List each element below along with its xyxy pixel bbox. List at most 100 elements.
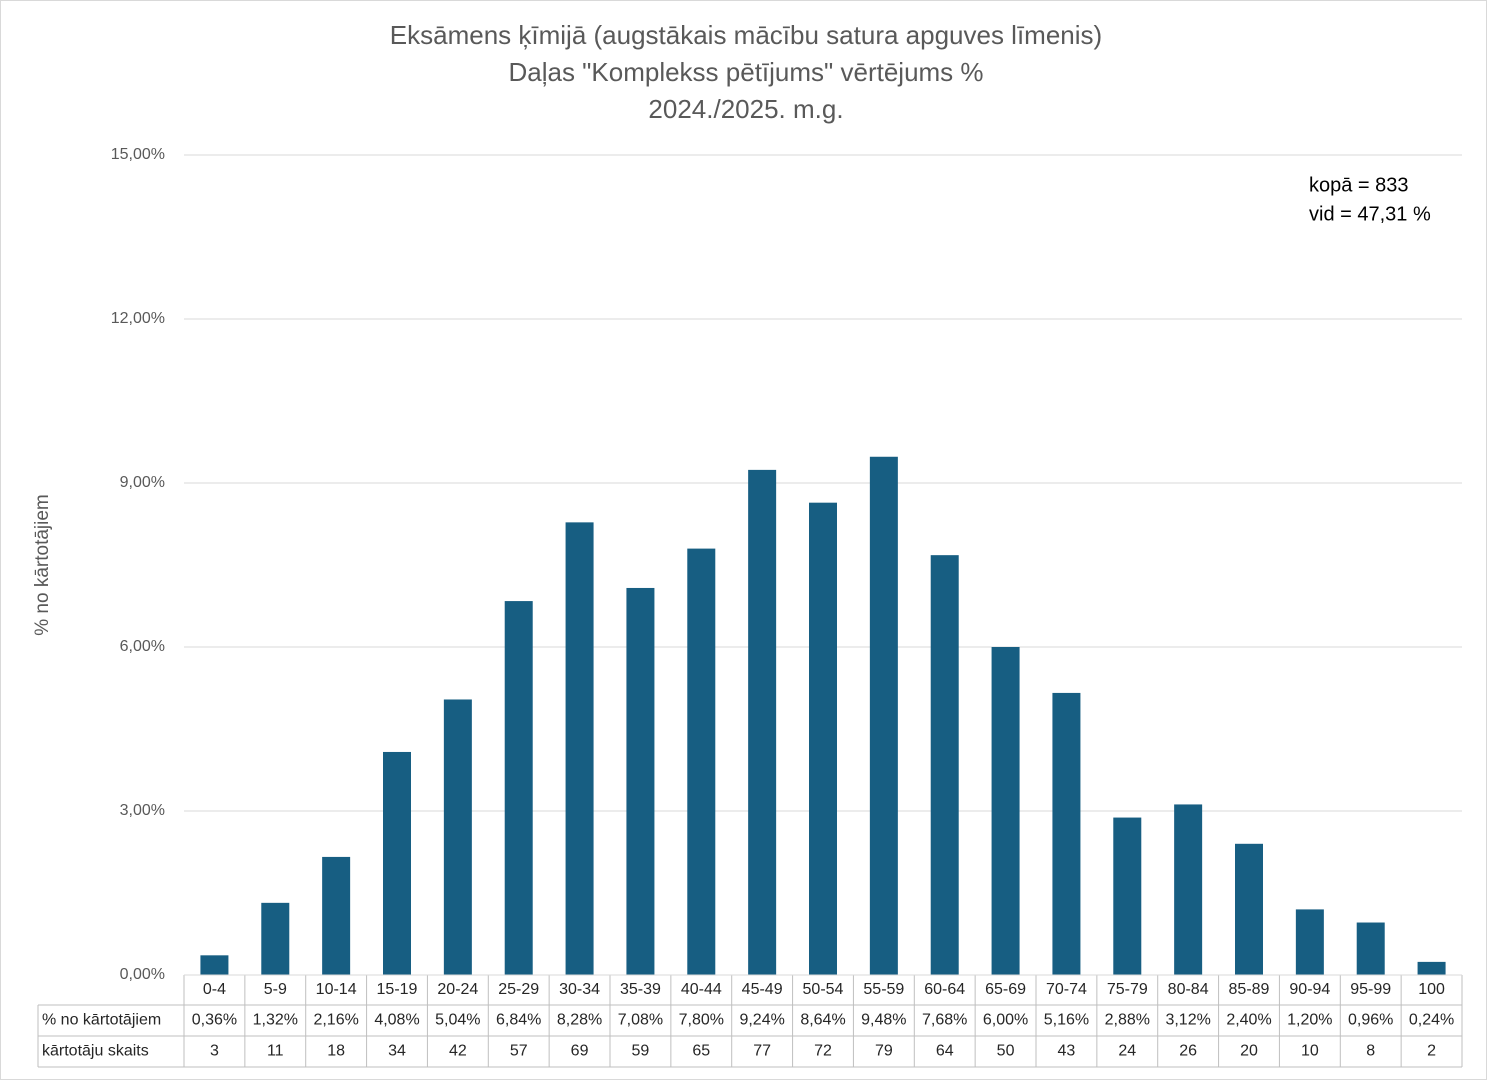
table-cell: 2,16% (313, 1012, 358, 1029)
table-cell: 8,28% (557, 1012, 602, 1029)
x-tick-label: 0-4 (203, 981, 226, 998)
y-axis-label: % no kārtotājiem (32, 494, 53, 636)
x-tick-label: 60-64 (924, 981, 965, 998)
bar (1113, 817, 1142, 975)
table-cell: 7,68% (922, 1012, 967, 1029)
y-tick-label: 15,00% (111, 146, 165, 163)
table-cell: 7,80% (679, 1012, 724, 1029)
bar (383, 751, 411, 975)
table-cell: 26 (1179, 1043, 1197, 1060)
bar (261, 902, 290, 975)
chart-subtitle: 2024./2025. m.g. (648, 94, 843, 124)
table-cell: 57 (510, 1043, 528, 1060)
bar (687, 548, 716, 975)
annotation: kopā = 833 (1309, 174, 1409, 196)
table-cell: 3,12% (1165, 1012, 1210, 1029)
x-tick-label: 45-49 (742, 981, 783, 998)
bar (991, 647, 1020, 975)
x-tick-label: 65-69 (985, 981, 1026, 998)
table-cell: 6,84% (496, 1012, 541, 1029)
bar (565, 522, 594, 975)
table-cell: 5,04% (435, 1012, 480, 1029)
bar (1174, 804, 1203, 975)
table-cell: 77 (753, 1043, 771, 1060)
chart-title: Eksāmens ķīmijā (augstākais mācību satur… (390, 20, 1102, 50)
table-cell: 2,88% (1105, 1012, 1150, 1029)
bar (1295, 909, 1324, 975)
table-cell: 34 (388, 1043, 406, 1060)
bar (1417, 961, 1446, 975)
table-cell: 69 (571, 1043, 589, 1060)
x-tick-label: 5-9 (264, 981, 287, 998)
x-tick-label: 95-99 (1350, 981, 1391, 998)
y-tick-label: 0,00% (120, 966, 165, 983)
table-cell: 64 (936, 1043, 954, 1060)
table-cell: 0,24% (1409, 1012, 1454, 1029)
bar (443, 699, 472, 975)
table-cell: 2 (1427, 1043, 1436, 1060)
table-cell: 20 (1240, 1043, 1258, 1060)
chart-subtitle: Daļas "Komplekss pētījums" vērtējums % (508, 57, 983, 87)
table-cell: 9,24% (739, 1012, 784, 1029)
x-tick-label: 15-19 (377, 981, 418, 998)
x-tick-label: 10-14 (316, 981, 357, 998)
annotation: vid = 47,31 % (1309, 203, 1431, 225)
bar (200, 955, 229, 975)
x-tick-label: 40-44 (681, 981, 722, 998)
table-cell: 3 (210, 1043, 219, 1060)
bar (1235, 843, 1263, 975)
table-cell: 1,32% (253, 1012, 298, 1029)
table-row-label: kārtotāju skaits (42, 1043, 149, 1060)
table-cell: 9,48% (861, 1012, 906, 1029)
table-cell: 6,00% (983, 1012, 1028, 1029)
table-cell: 0,36% (192, 1012, 237, 1029)
table-row-label: % no kārtotājiem (42, 1012, 161, 1029)
bar (1356, 922, 1385, 975)
x-tick-label: 90-94 (1289, 981, 1330, 998)
bar (869, 456, 898, 975)
x-tick-label: 70-74 (1046, 981, 1087, 998)
table-cell: 18 (327, 1043, 345, 1060)
bar (626, 587, 655, 975)
x-tick-label: 55-59 (863, 981, 904, 998)
x-tick-label: 100 (1418, 981, 1445, 998)
table-cell: 72 (814, 1043, 832, 1060)
table-cell: 79 (875, 1043, 893, 1060)
y-tick-label: 3,00% (120, 802, 165, 819)
table-cell: 8 (1366, 1043, 1375, 1060)
bar (1052, 692, 1081, 975)
table-cell: 59 (632, 1043, 650, 1060)
table-cell: 4,08% (374, 1012, 419, 1029)
table-cell: 0,96% (1348, 1012, 1393, 1029)
x-tick-label: 85-89 (1229, 981, 1270, 998)
table-cell: 10 (1301, 1043, 1319, 1060)
bar (809, 502, 837, 975)
table-cell: 1,20% (1287, 1012, 1332, 1029)
table-cell: 24 (1118, 1043, 1136, 1060)
y-tick-label: 6,00% (120, 638, 165, 655)
table-cell: 11 (267, 1043, 284, 1060)
table-cell: 43 (1058, 1043, 1076, 1060)
y-tick-label: 9,00% (120, 474, 165, 491)
x-tick-label: 75-79 (1107, 981, 1148, 998)
y-tick-label: 12,00% (111, 310, 165, 327)
x-tick-label: 30-34 (559, 981, 600, 998)
x-tick-label: 35-39 (620, 981, 661, 998)
bar (930, 555, 959, 975)
x-tick-label: 25-29 (498, 981, 539, 998)
bar (748, 469, 777, 975)
table-cell: 8,64% (800, 1012, 845, 1029)
table-cell: 50 (997, 1043, 1015, 1060)
x-tick-label: 80-84 (1168, 981, 1209, 998)
table-cell: 42 (449, 1043, 467, 1060)
table-cell: 2,40% (1226, 1012, 1271, 1029)
bar (504, 601, 533, 975)
bar (322, 856, 351, 975)
x-tick-label: 20-24 (437, 981, 478, 998)
x-tick-label: 50-54 (803, 981, 844, 998)
table-cell: 5,16% (1044, 1012, 1089, 1029)
table-cell: 65 (692, 1043, 710, 1060)
table-cell: 7,08% (618, 1012, 663, 1029)
